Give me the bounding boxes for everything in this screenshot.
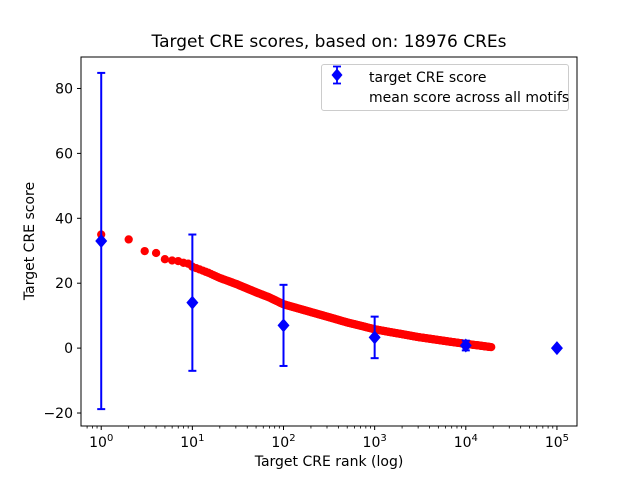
mean-score-diamond <box>368 330 381 345</box>
y-tick-label: 60 <box>55 146 73 162</box>
y-tick-label: 40 <box>55 211 73 227</box>
target-cre-score-point <box>487 342 496 352</box>
mean-score-diamond <box>459 338 472 353</box>
target-cre-score-point <box>124 235 133 244</box>
mean-score-diamond <box>95 234 108 249</box>
legend: target CRE score mean score across all m… <box>321 64 569 111</box>
blue-diamond-errorbar-icon <box>326 65 356 108</box>
chart-title: Target CRE scores, based on: 18976 CREs <box>151 32 507 52</box>
mean-score-series <box>95 71 563 411</box>
x-tick-label: 100 <box>89 433 113 451</box>
y-tick-label: 0 <box>64 341 73 357</box>
target-cre-score-point <box>160 255 170 264</box>
x-tick-label: 103 <box>363 433 387 451</box>
x-axis-label: Target CRE rank (log) <box>254 454 404 470</box>
mean-score-diamond <box>550 341 563 356</box>
legend-label-mean: mean score across all motifs <box>369 90 570 106</box>
y-tick-label: −20 <box>43 406 73 422</box>
legend-entry-mean: mean score across all motifs <box>326 65 569 108</box>
legend-diamond-marker <box>331 68 343 82</box>
x-tick-label: 102 <box>271 433 295 451</box>
mean-score-diamond <box>186 295 199 310</box>
target-cre-score-point <box>151 248 161 258</box>
x-tick-label: 104 <box>454 433 478 451</box>
legend-entry-target: target CRE score <box>326 68 562 88</box>
x-tick-label: 101 <box>180 433 204 451</box>
target-cre-score-point <box>167 256 177 265</box>
y-tick-label: 20 <box>55 276 73 292</box>
axes-frame <box>80 56 578 427</box>
legend-label-target: target CRE score <box>369 70 487 86</box>
target-cre-score-point <box>140 246 149 256</box>
y-tick-label: 80 <box>55 81 73 97</box>
x-tick-label: 105 <box>545 433 569 451</box>
mean-score-diamond <box>277 318 290 333</box>
y-axis-label: Target CRE score <box>22 181 38 301</box>
target-cre-score-series <box>97 230 496 352</box>
